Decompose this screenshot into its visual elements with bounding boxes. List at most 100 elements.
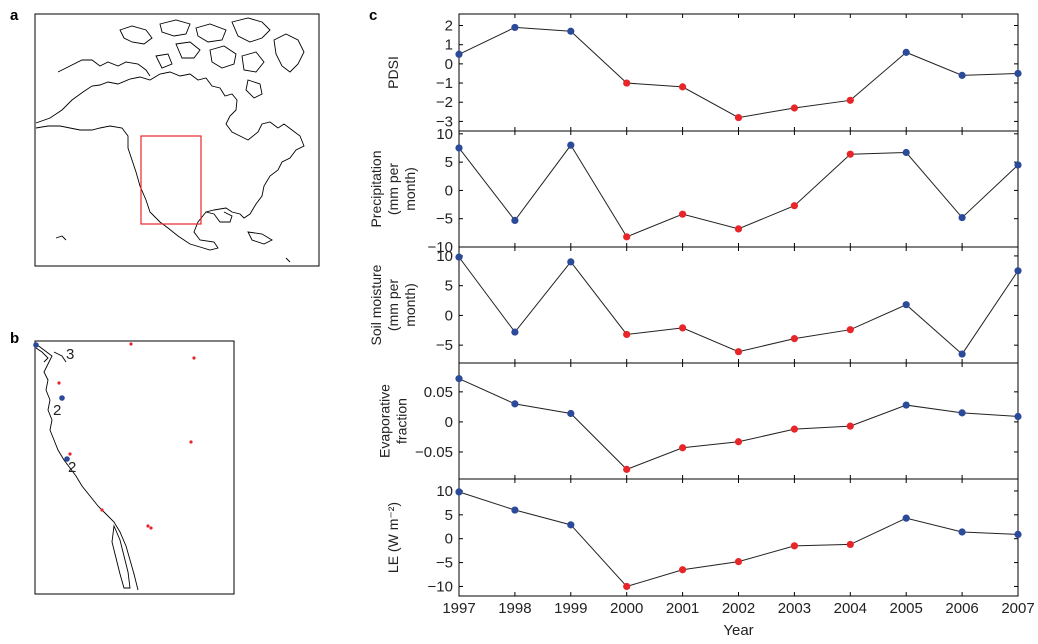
y-tick-label: −0.05 (415, 444, 453, 461)
subplot-frame (458, 478, 1019, 597)
panel-label-a: a (10, 7, 19, 24)
x-axis-label: Year (723, 622, 753, 639)
subplot-frame (458, 362, 1019, 480)
y-tick-label: −3 (436, 113, 453, 130)
y-axis-label: PDSI (385, 56, 401, 89)
y-axis-label: LE (W m⁻²) (385, 502, 401, 573)
x-tick-label: 2001 (666, 600, 699, 617)
data-point (455, 50, 463, 58)
x-tick-label: 1998 (498, 600, 531, 617)
y-tick-label: −5 (436, 555, 453, 572)
data-point (455, 253, 463, 261)
y-tick-label: −1 (436, 75, 453, 92)
data-point (790, 335, 799, 343)
data-point (455, 144, 463, 152)
y-tick-label: 0 (445, 182, 453, 199)
data-point (902, 514, 910, 522)
data-point (902, 148, 910, 157)
y-axis-label: Evaporative (377, 384, 393, 458)
data-point (567, 27, 575, 35)
data-point (958, 350, 966, 358)
data-point (511, 23, 519, 32)
y-tick-label: 5 (445, 278, 453, 295)
x-tick-label: 2005 (890, 600, 923, 617)
y-axis-label: (mm per (385, 163, 401, 215)
y-tick-label: 2 (445, 18, 453, 35)
data-point (902, 301, 910, 309)
data-point (623, 79, 631, 87)
y-axis-label: fraction (394, 398, 410, 444)
data-point (846, 422, 854, 430)
y-tick-label: 0 (445, 531, 453, 548)
data-point (734, 558, 743, 566)
y-axis-label: Soil moisture (368, 264, 384, 345)
data-point (623, 582, 631, 591)
x-tick-label: 1999 (554, 600, 587, 617)
series-line (458, 491, 1019, 588)
data-point (846, 540, 854, 549)
data-point (623, 233, 631, 241)
data-point (567, 409, 575, 418)
y-tick-label: 0 (445, 307, 453, 324)
y-tick-label: −10 (428, 239, 453, 256)
y-tick-label: 0 (445, 414, 453, 431)
y-tick-label: 5 (445, 507, 453, 524)
panel-label-c: c (369, 7, 378, 24)
data-point (734, 438, 743, 446)
series-line (458, 26, 1019, 119)
data-point (1014, 530, 1022, 538)
y-axis-label: Precipitation (368, 150, 384, 227)
data-point (567, 258, 575, 266)
data-point (790, 104, 799, 112)
subplot-frame (458, 13, 1019, 132)
y-axis-label: month) (402, 283, 418, 327)
y-tick-label: 10 (436, 126, 453, 143)
data-point (1014, 412, 1022, 421)
data-point (790, 542, 799, 550)
y-tick-label: 1 (445, 37, 453, 54)
y-tick-label: 0 (445, 56, 453, 73)
data-point (455, 488, 463, 496)
data-point (511, 400, 519, 408)
data-point (511, 328, 519, 336)
data-point (567, 521, 575, 529)
data-point (958, 71, 966, 79)
data-point (790, 202, 799, 210)
data-point (511, 506, 519, 514)
data-point (567, 141, 575, 149)
x-tick-label: 2006 (945, 600, 978, 617)
data-point (790, 425, 799, 433)
data-point (958, 528, 966, 536)
y-axis-label: (mm per (385, 279, 401, 331)
series-line (458, 256, 1019, 355)
y-tick-label: −10 (428, 578, 453, 595)
data-point (455, 375, 463, 383)
data-point (902, 48, 910, 56)
y-tick-label: 5 (445, 154, 453, 171)
x-tick-label: 2002 (722, 600, 755, 617)
y-tick-label: −5 (436, 337, 453, 354)
data-point (846, 326, 854, 334)
y-axis-label: month) (402, 167, 418, 211)
data-point (958, 213, 966, 222)
x-tick-label: 2003 (778, 600, 811, 617)
series-line (458, 378, 1019, 470)
data-point (679, 83, 687, 91)
y-tick-label: −2 (436, 94, 453, 111)
data-point (511, 216, 519, 225)
data-point (1014, 69, 1022, 78)
data-point (846, 96, 854, 104)
y-tick-label: 0.05 (424, 384, 453, 401)
data-point (679, 444, 687, 452)
data-point (679, 324, 687, 332)
data-point (902, 401, 910, 409)
panel-label-b: b (10, 330, 20, 347)
data-point (734, 225, 743, 233)
x-tick-label: 2000 (610, 600, 643, 617)
data-point (623, 465, 631, 473)
y-tick-label: −5 (436, 211, 453, 228)
x-tick-label: 2004 (834, 600, 867, 617)
data-point (846, 150, 854, 158)
data-point (958, 409, 966, 417)
